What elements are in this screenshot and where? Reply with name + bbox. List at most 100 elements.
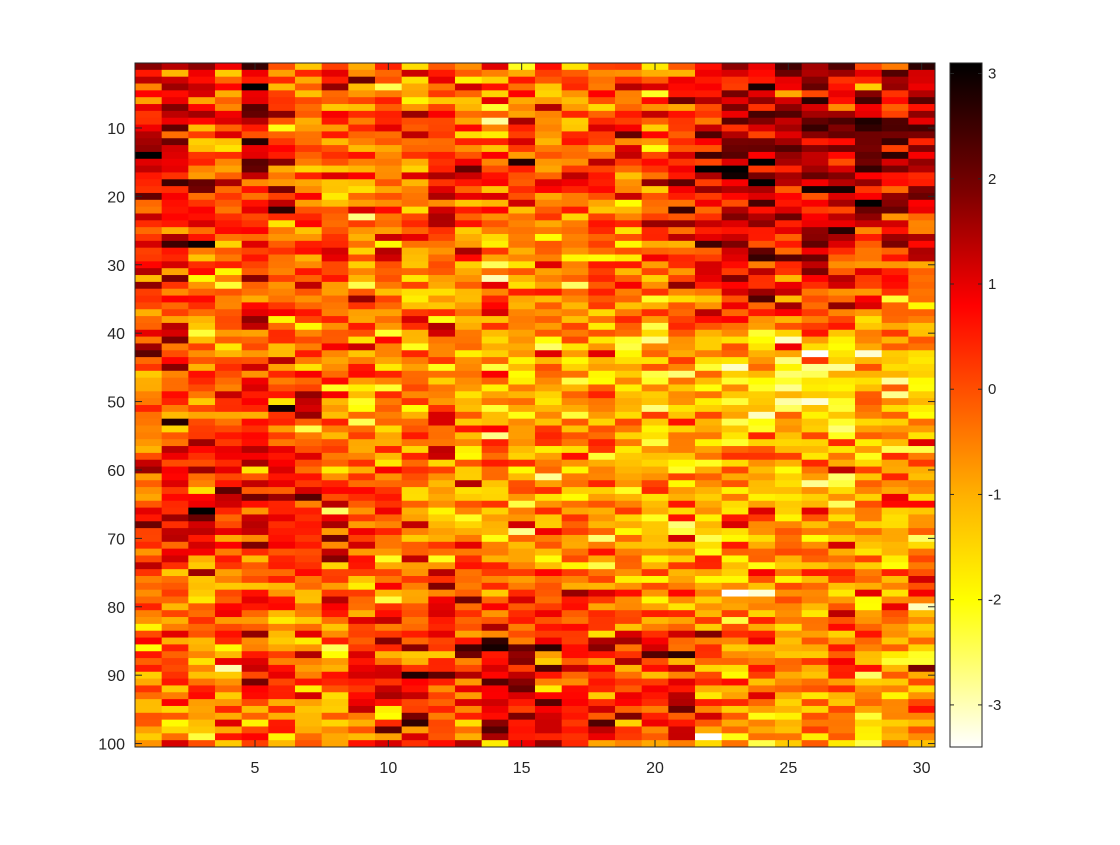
heatmap-cell — [215, 726, 243, 734]
heatmap-cell — [695, 124, 723, 132]
heatmap-cell — [881, 240, 909, 249]
heatmap-cell — [428, 131, 456, 139]
heatmap-cell — [615, 329, 643, 337]
heatmap-cell — [721, 405, 749, 413]
heatmap-cell — [161, 671, 189, 679]
heatmap-cell — [481, 726, 509, 734]
heatmap-cell — [561, 165, 589, 173]
heatmap-cell — [455, 664, 483, 673]
heatmap-cell — [855, 534, 883, 543]
heatmap-cell — [695, 138, 723, 146]
heatmap-cell — [455, 733, 483, 741]
heatmap-cell — [695, 405, 723, 413]
heatmap-cell — [135, 596, 163, 604]
heatmap-cell — [721, 76, 749, 84]
heatmap-cell — [428, 213, 456, 221]
heatmap-cell — [535, 432, 563, 440]
heatmap-cell — [241, 514, 269, 522]
heatmap-cell — [881, 452, 909, 461]
heatmap-cell — [535, 664, 563, 673]
heatmap-cell — [855, 705, 883, 714]
heatmap-cell — [695, 131, 723, 139]
heatmap-cell — [855, 664, 883, 673]
heatmap-cell — [828, 363, 856, 372]
heatmap-cell — [535, 151, 563, 160]
heatmap-cell — [855, 110, 883, 119]
heatmap-cell — [135, 712, 163, 721]
heatmap-cell — [561, 288, 589, 296]
heatmap-cell — [615, 90, 643, 98]
heatmap-cell — [188, 247, 216, 255]
heatmap-cell — [855, 254, 883, 262]
heatmap-cell — [828, 439, 856, 447]
heatmap-cell — [215, 439, 243, 447]
heatmap-cell — [135, 664, 163, 673]
heatmap-cell — [588, 151, 616, 160]
heatmap-cell — [268, 234, 296, 242]
heatmap-cell — [375, 391, 403, 399]
heatmap-cell — [828, 370, 856, 379]
heatmap-cell — [321, 288, 349, 296]
heatmap-cell — [561, 603, 589, 611]
heatmap-cell — [561, 425, 589, 433]
heatmap-cell — [401, 384, 429, 392]
heatmap-cell — [828, 623, 856, 632]
heatmap-cell — [268, 528, 296, 536]
heatmap-cell — [828, 507, 856, 515]
heatmap-cell — [615, 145, 643, 153]
heatmap-cell — [321, 110, 349, 119]
heatmap-cell — [801, 316, 829, 324]
heatmap-cell — [561, 377, 589, 385]
heatmap-cell — [801, 705, 829, 714]
heatmap-cell — [881, 302, 909, 310]
heatmap-cell — [241, 548, 269, 556]
heatmap-cell — [828, 288, 856, 296]
heatmap-cell — [508, 418, 536, 426]
heatmap-cell — [881, 671, 909, 679]
heatmap-cell — [695, 452, 723, 461]
heatmap-cell — [748, 329, 776, 337]
heatmap-cell — [481, 405, 509, 413]
heatmap-cell — [135, 466, 163, 474]
heatmap-cell — [188, 425, 216, 433]
heatmap-cell — [215, 83, 243, 91]
heatmap-cell — [535, 179, 563, 187]
heatmap-cell — [481, 610, 509, 618]
heatmap-cell — [215, 480, 243, 488]
heatmap-cell — [561, 699, 589, 707]
heatmap-cell — [615, 69, 643, 78]
heatmap-cell — [401, 329, 429, 337]
heatmap-cell — [268, 124, 296, 132]
colorbar-tick-label: -3 — [988, 697, 1001, 714]
heatmap-cell — [508, 172, 536, 180]
heatmap-cell — [188, 528, 216, 536]
heatmap-cell — [561, 411, 589, 420]
heatmap-cell — [801, 425, 829, 433]
heatmap-cell — [268, 425, 296, 433]
heatmap-cell — [481, 281, 509, 290]
heatmap-cell — [295, 623, 323, 632]
heatmap-cell — [375, 343, 403, 351]
heatmap-cell — [321, 151, 349, 160]
heatmap-cell — [721, 685, 749, 693]
heatmap-cell — [428, 158, 456, 166]
heatmap-cell — [855, 466, 883, 474]
heatmap-cell — [828, 281, 856, 290]
heatmap-cell — [295, 234, 323, 242]
heatmap-cell — [188, 432, 216, 440]
heatmap-cell — [535, 589, 563, 597]
heatmap-cell — [348, 206, 376, 214]
heatmap-cell — [215, 213, 243, 221]
heatmap-cell — [268, 705, 296, 714]
heatmap-cell — [748, 110, 776, 119]
heatmap-cell — [321, 350, 349, 358]
heatmap-cell — [348, 712, 376, 721]
heatmap-cell — [455, 179, 483, 187]
heatmap-cell — [401, 309, 429, 317]
heatmap-cell — [268, 596, 296, 604]
heatmap-cell — [695, 678, 723, 686]
heatmap-cell — [401, 411, 429, 420]
heatmap-cell — [535, 418, 563, 426]
heatmap-cell — [401, 268, 429, 276]
heatmap-cell — [135, 493, 163, 502]
